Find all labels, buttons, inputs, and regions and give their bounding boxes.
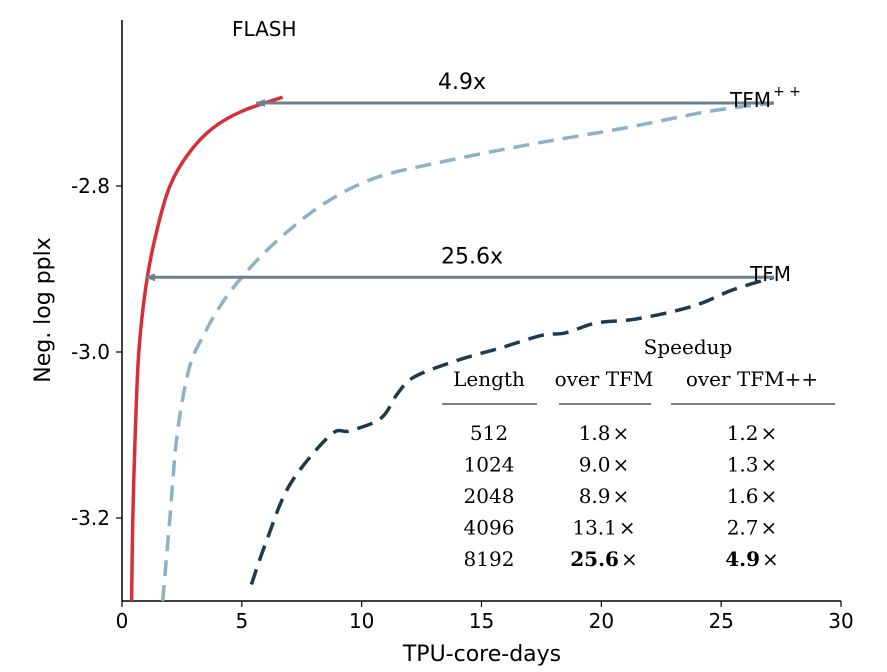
series-label-tfmpp-sup: + + bbox=[773, 84, 801, 100]
table-col-over-tfmpp: over TFM++ bbox=[686, 367, 818, 391]
series-line-flash bbox=[129, 95, 284, 602]
series-label-tfm: TFM bbox=[749, 262, 791, 286]
table-cell-length: 512 bbox=[470, 421, 508, 445]
series-line-tfm bbox=[249, 275, 775, 585]
speedup-arrow-label: 25.6x bbox=[441, 244, 503, 269]
y-tick-label: -3.2 bbox=[71, 506, 110, 530]
table-cell-over-tfm: 25.6 × bbox=[570, 547, 637, 571]
table-group-header: Speedup bbox=[644, 335, 733, 359]
y-tick-label: -3.0 bbox=[71, 340, 110, 364]
y-tick-label: -2.8 bbox=[71, 174, 110, 198]
x-tick-label: 10 bbox=[349, 609, 374, 633]
series-label-flash: FLASH bbox=[232, 17, 297, 41]
speedup-arrow-label: 4.9x bbox=[438, 70, 486, 95]
series-line-tfmpp bbox=[160, 101, 775, 602]
table-rows: 512 1.8 × 1.2 × 1024 9.0 × 1.3 × 2048 8.9 × 1.6 × 4096 1… bbox=[464, 421, 779, 571]
axis-ticks: 0 5 10 15 20 25 30 -2.8 -3.0 -3.2 bbox=[71, 174, 854, 633]
table-cell-length: 8192 bbox=[464, 547, 515, 571]
table-cell-length: 1024 bbox=[464, 453, 515, 477]
x-tick-label: 15 bbox=[469, 609, 494, 633]
x-tick-label: 25 bbox=[708, 609, 733, 633]
series-layer bbox=[129, 95, 775, 602]
y-axis-label: Neg. log pplx bbox=[31, 237, 56, 383]
speedup-table: Speedup Length over TFM over TFM++ 512 1.… bbox=[442, 335, 835, 571]
series-label-tfmpp-base: TFM bbox=[729, 88, 771, 112]
annotation-layer: 4.9x 25.6x bbox=[144, 70, 774, 282]
x-axis-label: TPU-core-days bbox=[402, 642, 561, 667]
table-cell-over-tfm: 8.9 × bbox=[579, 484, 630, 508]
table-cell-over-tfmpp: 2.7 × bbox=[727, 516, 778, 540]
x-tick-label: 30 bbox=[828, 609, 853, 633]
table-col-length: Length bbox=[453, 367, 525, 391]
x-tick-label: 20 bbox=[589, 609, 614, 633]
table-cell-over-tfm: 13.1 × bbox=[572, 516, 635, 540]
table-cell-over-tfm: 1.8 × bbox=[579, 421, 630, 445]
series-label-tfmpp: TFM + + bbox=[729, 84, 801, 112]
table-cell-length: 2048 bbox=[464, 484, 515, 508]
table-cell-over-tfmpp: 1.2 × bbox=[727, 421, 778, 445]
table-cell-over-tfm: 9.0 × bbox=[579, 453, 630, 477]
table-cell-over-tfmpp: 1.3 × bbox=[727, 453, 778, 477]
x-tick-label: 0 bbox=[116, 609, 129, 633]
x-tick-label: 5 bbox=[235, 609, 248, 633]
table-cell-over-tfmpp: 1.6 × bbox=[727, 484, 778, 508]
table-cell-over-tfmpp: 4.9 × bbox=[725, 547, 779, 571]
table-col-over-tfm: over TFM bbox=[555, 367, 654, 391]
table-cell-length: 4096 bbox=[464, 516, 515, 540]
